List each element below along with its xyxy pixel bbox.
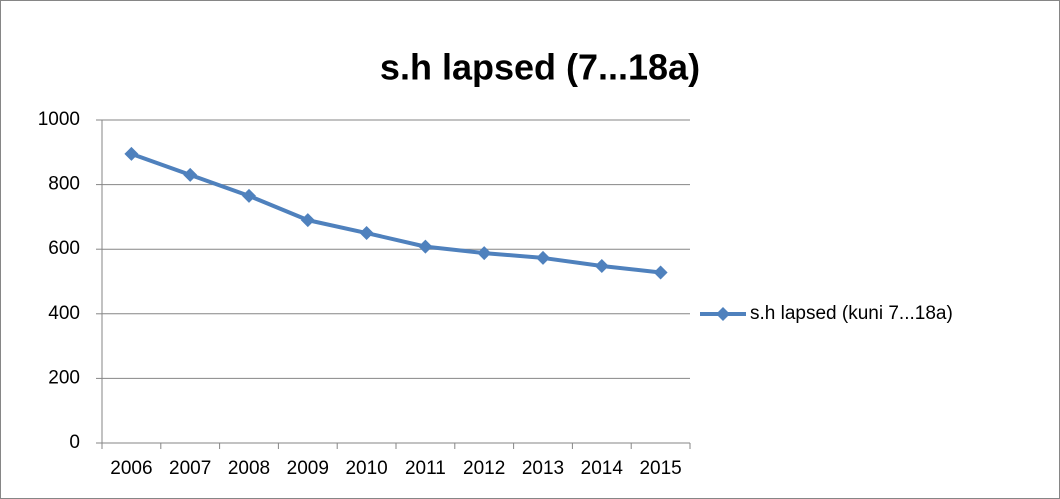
x-tick-label: 2012 <box>463 458 505 479</box>
series-line <box>130 152 661 275</box>
y-tick-label: 600 <box>48 238 80 259</box>
y-tick-label: 1000 <box>38 109 80 130</box>
x-tick-label: 2009 <box>287 458 329 479</box>
legend-marker <box>716 307 730 321</box>
data-point <box>242 188 256 203</box>
y-tick-label: 0 <box>69 432 80 453</box>
data-point <box>418 239 433 254</box>
data-point <box>653 265 668 280</box>
x-tick-label: 2007 <box>169 458 211 479</box>
x-tick-label: 2008 <box>228 458 270 479</box>
data-point <box>477 246 492 261</box>
legend-label: s.h lapsed (kuni 7...18a) <box>750 303 953 324</box>
chart-title: s.h lapsed (7...18a) <box>380 47 700 88</box>
x-tick-label: 2014 <box>581 458 624 479</box>
x-tick-label: 2013 <box>522 458 564 479</box>
y-tick-label: 800 <box>48 174 80 195</box>
y-tick-label: 400 <box>48 303 80 324</box>
y-tick-label: 200 <box>48 367 80 388</box>
data-point <box>300 213 315 228</box>
data-point <box>183 167 198 182</box>
data-point <box>359 226 374 241</box>
x-tick-label: 2006 <box>110 458 152 479</box>
x-tick-label: 2010 <box>345 458 387 479</box>
x-tick-label: 2015 <box>639 458 681 479</box>
data-point <box>536 250 550 265</box>
data-point <box>594 258 609 273</box>
data-point <box>124 146 139 161</box>
x-tick-label: 2011 <box>405 458 446 479</box>
